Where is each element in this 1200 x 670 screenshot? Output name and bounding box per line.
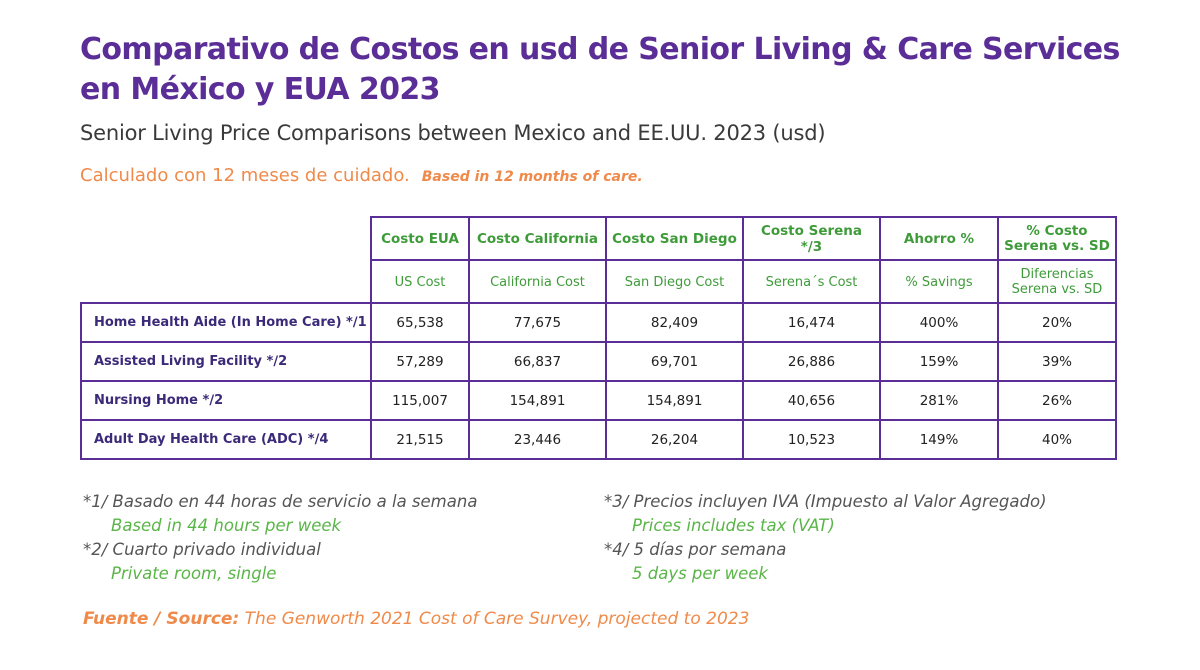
table-cell: 159% xyxy=(879,341,999,382)
table-cell: 16,474 xyxy=(742,302,881,343)
table-cell: 57,289 xyxy=(370,341,470,382)
table-cell: 20% xyxy=(997,302,1117,343)
table-cell: 400% xyxy=(879,302,999,343)
table-cell: 40% xyxy=(997,419,1117,460)
table-cell: 149% xyxy=(879,419,999,460)
footnote-2-es: *2∕ Cuarto privado individual xyxy=(83,540,321,559)
table-cell: 154,891 xyxy=(468,380,607,421)
table-cell: 10,523 xyxy=(742,419,881,460)
calculation-note: Calculado con 12 meses de cuidado. Based … xyxy=(80,165,643,186)
row-label: Adult Day Health Care (ADC) *∕4 xyxy=(80,419,372,460)
column-header-us-cost: Costo EUA xyxy=(370,216,470,261)
table-row: Adult Day Health Care (ADC) *∕4 21,515 2… xyxy=(80,419,1117,460)
footnote-3-es: *3∕ Precios incluyen IVA (Impuesto al Va… xyxy=(604,492,1047,511)
column-subheader-san-diego-cost: San Diego Cost xyxy=(605,259,744,304)
row-label: Assisted Living Facility *∕2 xyxy=(80,341,372,382)
calculation-note-es: Calculado con 12 meses de cuidado. xyxy=(80,165,410,186)
column-header-california-cost: Costo California xyxy=(468,216,607,261)
footnotes-right: *3∕ Precios incluyen IVA (Impuesto al Va… xyxy=(604,490,1047,586)
table-cell: 40,656 xyxy=(742,380,881,421)
table-cell: 23,446 xyxy=(468,419,607,460)
table-cell: 77,675 xyxy=(468,302,607,343)
table-row: Assisted Living Facility *∕2 57,289 66,8… xyxy=(80,341,1117,382)
column-header-serena-vs-sd: % Costo Serena vs. SD xyxy=(997,216,1117,261)
footnote-1-en: Based in 44 hours per week xyxy=(111,516,342,535)
cost-comparison-table: Costo EUA Costo California Costo San Die… xyxy=(80,216,1117,460)
footnote-3-en: Prices includes tax (VAT) xyxy=(632,516,835,535)
page-title: Comparativo de Costos en usd de Senior L… xyxy=(80,32,1120,107)
row-label: Nursing Home *∕2 xyxy=(80,380,372,421)
column-header-san-diego-cost: Costo San Diego xyxy=(605,216,744,261)
table-cell: 66,837 xyxy=(468,341,607,382)
source-text: The Genworth 2021 Cost of Care Survey, p… xyxy=(244,609,750,629)
table-cell: 39% xyxy=(997,341,1117,382)
table-cell: 69,701 xyxy=(605,341,744,382)
footnote-4-es: *4∕ 5 días por semana xyxy=(604,540,787,559)
source-label: Fuente / Source: xyxy=(83,609,240,629)
column-header-serena-cost: Costo Serena *∕3 xyxy=(742,216,881,261)
column-subheader-california-cost: California Cost xyxy=(468,259,607,304)
table-header-es: Costo EUA Costo California Costo San Die… xyxy=(81,216,1117,304)
page-subtitle: Senior Living Price Comparisons between … xyxy=(80,121,826,145)
table-cell: 154,891 xyxy=(605,380,744,421)
footnotes-left: *1∕ Basado en 44 horas de servicio a la … xyxy=(83,490,477,586)
table-corner xyxy=(81,217,372,304)
calculation-note-en: Based in 12 months of care. xyxy=(421,169,643,185)
footnote-2-en: Private room, single xyxy=(111,564,277,583)
column-subheader-us-cost: US Cost xyxy=(370,259,470,304)
footnote-4-en: 5 days per week xyxy=(632,564,768,583)
column-subheader-serena-cost: Serena´s Cost xyxy=(742,259,881,304)
table-cell: 26,886 xyxy=(742,341,881,382)
table-cell: 281% xyxy=(879,380,999,421)
table-header-en: US Cost California Cost San Diego Cost S… xyxy=(81,259,1117,304)
table-cell: 26,204 xyxy=(605,419,744,460)
table-cell: 26% xyxy=(997,380,1117,421)
column-header-savings: Ahorro % xyxy=(879,216,999,261)
footnote-1-es: *1∕ Basado en 44 horas de servicio a la … xyxy=(83,492,478,511)
table-cell: 115,007 xyxy=(370,380,470,421)
table-cell: 65,538 xyxy=(370,302,470,343)
row-label: Home Health Aide (In Home Care) *∕1 xyxy=(80,302,372,343)
table-row: Home Health Aide (In Home Care) *∕1 65,5… xyxy=(80,302,1117,343)
column-subheader-savings: % Savings xyxy=(879,259,999,304)
table-row: Nursing Home *∕2 115,007 154,891 154,891… xyxy=(80,380,1117,421)
table-cell: 21,515 xyxy=(370,419,470,460)
column-subheader-serena-vs-sd: Diferencias Serena vs. SD xyxy=(997,259,1117,304)
source-note: Fuente / Source: The Genworth 2021 Cost … xyxy=(83,609,749,629)
table-cell: 82,409 xyxy=(605,302,744,343)
